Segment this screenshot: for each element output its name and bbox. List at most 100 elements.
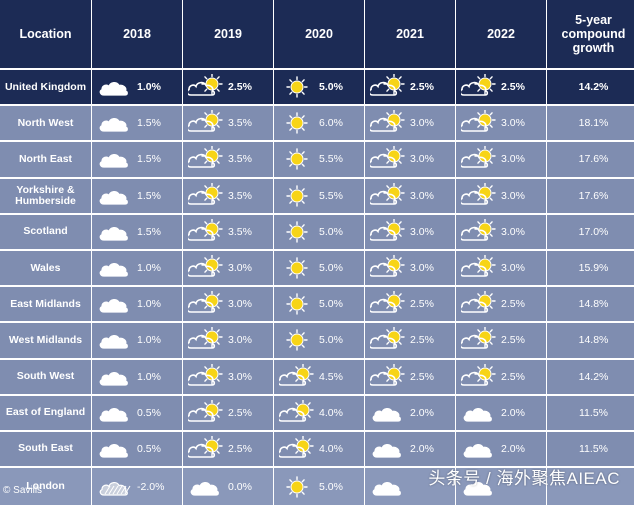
sun-cloud-icon: [461, 182, 497, 209]
row-scotland-location: Scotland: [0, 214, 91, 249]
cloud-icon: [97, 327, 133, 353]
row-scotland-2019: 3.5%: [183, 214, 273, 249]
row-wales-2022: 3.0%: [456, 250, 546, 286]
row-west-midlands-growth: 14.8%: [547, 323, 634, 358]
sun-cloud-icon: [370, 255, 406, 281]
row-north-west-2022: 3.0%: [456, 106, 546, 141]
row-yorkshire-and-humberside-growth: 17.6%: [547, 178, 634, 213]
row-north-east-2022: 3.0%: [456, 142, 546, 177]
cloud-icon: [97, 146, 133, 172]
location-label: Wales: [30, 261, 61, 274]
row-north-west-2020: 6.0%: [274, 106, 364, 141]
cloud-icon: [97, 364, 133, 390]
row-united-kingdom-location: United Kingdom: [0, 70, 91, 105]
row-yorkshire-and-humberside-2022: 3.0%: [456, 178, 546, 213]
row-north-west-2019: 3.5%: [183, 106, 273, 141]
forecast-value: 2.0%: [410, 406, 434, 419]
row-east-of-england-2020: 4.0%: [274, 395, 364, 430]
growth-value: 14.8%: [578, 298, 609, 311]
forecast-value: 2.0%: [410, 442, 434, 455]
row-yorkshire-and-humberside-location: Yorkshire & Humberside: [0, 178, 91, 213]
sun-icon: [279, 110, 315, 136]
header-growth: 5-year compound growth: [547, 0, 634, 68]
growth-value: 17.6%: [578, 189, 609, 202]
row-north-west-location: North West: [0, 106, 91, 141]
header-year-2018: 2018: [92, 0, 182, 68]
row-east-midlands-2020: 5.0%: [274, 287, 364, 322]
sun-cloud-icon: [279, 399, 315, 426]
forecast-value: 3.0%: [228, 370, 252, 383]
row-west-midlands-2018: 1.0%: [92, 323, 182, 358]
row-north-west-growth: 18.1%: [547, 106, 634, 141]
forecast-value: 2.5%: [501, 81, 525, 94]
forecast-value: 1.5%: [137, 153, 161, 166]
row-south-east-2020: 4.0%: [274, 431, 364, 467]
forecast-value: 1.0%: [137, 81, 161, 94]
cloud-icon: [97, 110, 133, 136]
sun-cloud-icon: [188, 182, 224, 209]
location-label: United Kingdom: [4, 80, 87, 93]
row-south-east-2018: 0.5%: [92, 431, 182, 467]
sun-cloud-icon: [188, 363, 224, 390]
location-label: South West: [16, 370, 75, 383]
row-east-of-england-2019: 2.5%: [183, 395, 273, 430]
row-scotland-2020: 5.0%: [274, 214, 364, 249]
forecast-value: 4.0%: [319, 442, 343, 455]
forecast-value: 4.5%: [319, 370, 343, 383]
sun-cloud-icon: [188, 291, 224, 317]
row-united-kingdom-2020: 5.0%: [274, 70, 364, 105]
row-yorkshire-and-humberside-2018: 1.5%: [92, 178, 182, 213]
row-south-west-2021: 2.5%: [365, 359, 455, 394]
growth-value: 14.8%: [578, 334, 609, 347]
row-north-east-growth: 17.6%: [547, 142, 634, 177]
row-scotland-2021: 3.0%: [365, 214, 455, 249]
row-south-east-2019: 2.5%: [183, 431, 273, 467]
header-year-2021: 2021: [365, 0, 455, 68]
cloud-icon: [97, 400, 133, 426]
row-wales-2021: 3.0%: [365, 250, 455, 286]
row-south-west-2019: 3.0%: [183, 359, 273, 394]
cloud-icon: [97, 219, 133, 245]
forecast-value: 3.0%: [228, 334, 252, 347]
row-north-east-2021: 3.0%: [365, 142, 455, 177]
forecast-value: 3.5%: [228, 117, 252, 130]
sun-cloud-icon: [279, 435, 315, 462]
cloud-icon: [97, 255, 133, 281]
source-credit: © Savills: [3, 485, 43, 496]
row-london-2018: -2.0%: [92, 468, 182, 505]
sun-icon: [279, 291, 315, 317]
row-united-kingdom-2018: 1.0%: [92, 70, 182, 105]
row-east-midlands-2018: 1.0%: [92, 287, 182, 322]
location-label: Yorkshire & Humberside: [15, 183, 76, 207]
row-wales-location: Wales: [0, 250, 91, 286]
row-london-2019: 0.0%: [183, 468, 273, 505]
row-scotland-2018: 1.5%: [92, 214, 182, 249]
sun-icon: [279, 183, 315, 209]
forecast-value: 3.5%: [228, 153, 252, 166]
growth-value: 17.0%: [578, 225, 609, 238]
row-north-east-location: North East: [0, 142, 91, 177]
row-west-midlands-location: West Midlands: [0, 323, 91, 358]
forecast-value: 3.5%: [228, 225, 252, 238]
sun-icon: [279, 474, 315, 500]
row-north-west-2021: 3.0%: [365, 106, 455, 141]
forecast-value: 2.5%: [501, 298, 525, 311]
row-east-midlands-location: East Midlands: [0, 287, 91, 322]
forecast-value: 2.5%: [228, 442, 252, 455]
sun-cloud-icon: [370, 146, 406, 172]
row-east-midlands-2021: 2.5%: [365, 287, 455, 322]
forecast-value: 2.5%: [410, 370, 434, 383]
sun-cloud-icon: [461, 291, 497, 317]
forecast-value: -2.0%: [137, 480, 165, 493]
forecast-value: 5.5%: [319, 153, 343, 166]
forecast-value: 3.0%: [410, 225, 434, 238]
sun-cloud-icon: [370, 110, 406, 136]
header-year-2019: 2019: [183, 0, 273, 68]
header-year-2022: 2022: [456, 0, 546, 68]
growth-value: 11.5%: [579, 442, 608, 455]
row-london-2020: 5.0%: [274, 468, 364, 505]
header-location: Location: [0, 0, 91, 68]
row-east-of-england-2018: 0.5%: [92, 395, 182, 430]
sun-cloud-icon: [461, 255, 497, 281]
